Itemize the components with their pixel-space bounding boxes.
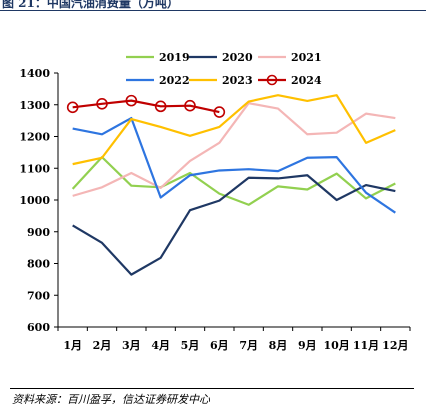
- x-tick-label: 2月: [93, 339, 112, 352]
- x-tick-label: 6月: [210, 339, 229, 352]
- legend-marker-2024: [266, 74, 278, 86]
- x-tick-label: 10月: [324, 339, 350, 352]
- y-tick-label: 1200: [19, 131, 50, 144]
- y-tick-label: 1400: [19, 67, 50, 80]
- source-note: 资料来源：百川盈孚，信达证券研发中心: [12, 393, 210, 406]
- series-line-2022: [72, 116, 396, 214]
- x-axis: 1月 2月 3月 4月 5月 6月 7月 8月 9月 10月 11月 12月: [57, 326, 411, 352]
- x-tick-label: 5月: [181, 339, 200, 352]
- data-point-2024: [213, 106, 226, 118]
- legend-label-2021: 2021: [291, 51, 322, 64]
- legend-label-2019: 2019: [159, 51, 190, 64]
- x-tick-label: 3月: [122, 339, 141, 352]
- series-line-2021: [72, 102, 396, 197]
- line-chart: 2019 2020 2021 2022 2023 2024 600 700 800 900 100…: [19, 51, 411, 352]
- x-tick-label: 7月: [239, 339, 258, 352]
- data-point-2024: [66, 101, 79, 114]
- series-line-2024: [72, 99, 220, 114]
- data-point-2024: [154, 100, 167, 113]
- series-line-2019: [71, 156, 396, 206]
- x-tick-label: 11月: [353, 339, 379, 352]
- x-tick-label: 8月: [269, 339, 288, 352]
- series-group: [66, 94, 396, 276]
- x-tick-label: 1月: [63, 339, 82, 352]
- source-rule: [10, 388, 414, 389]
- y-tick-label: 1000: [19, 194, 50, 207]
- y-tick-label: 1300: [19, 99, 50, 112]
- legend-label-2023: 2023: [222, 74, 253, 87]
- legend-label-2024: 2024: [291, 74, 322, 87]
- figure-title: 图 21：中国汽油消费量（万吨）: [2, 0, 179, 10]
- legend-label-2020: 2020: [222, 51, 253, 64]
- data-point-2024: [125, 94, 138, 107]
- data-point-2024: [96, 97, 108, 110]
- y-axis: 600 700 800 900 1000 1100 1200 1300 1400: [19, 67, 59, 334]
- y-tick-label: 900: [27, 226, 50, 239]
- title-rule: [0, 10, 426, 11]
- x-tick-label: 9月: [298, 339, 317, 352]
- x-tick-label: 4月: [151, 339, 170, 352]
- data-point-2024: [184, 99, 196, 112]
- legend-label-2022: 2022: [159, 74, 190, 87]
- legend: 2019 2020 2021 2022 2023 2024: [126, 51, 322, 87]
- y-tick-label: 600: [27, 321, 50, 334]
- series-line-2020: [72, 174, 396, 276]
- y-tick-label: 800: [27, 258, 50, 271]
- series-line-2023: [72, 94, 396, 166]
- y-tick-label: 1100: [19, 162, 50, 175]
- y-tick-label: 700: [27, 289, 50, 302]
- x-tick-label: 12月: [382, 339, 408, 352]
